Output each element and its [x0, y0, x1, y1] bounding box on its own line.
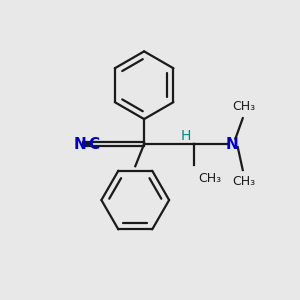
Text: N: N	[226, 136, 239, 152]
Text: H: H	[181, 129, 191, 143]
Text: CH₃: CH₃	[199, 172, 222, 185]
Text: CH₃: CH₃	[233, 175, 256, 188]
Text: N: N	[74, 136, 86, 152]
Text: C: C	[88, 136, 99, 152]
Text: CH₃: CH₃	[233, 100, 256, 113]
